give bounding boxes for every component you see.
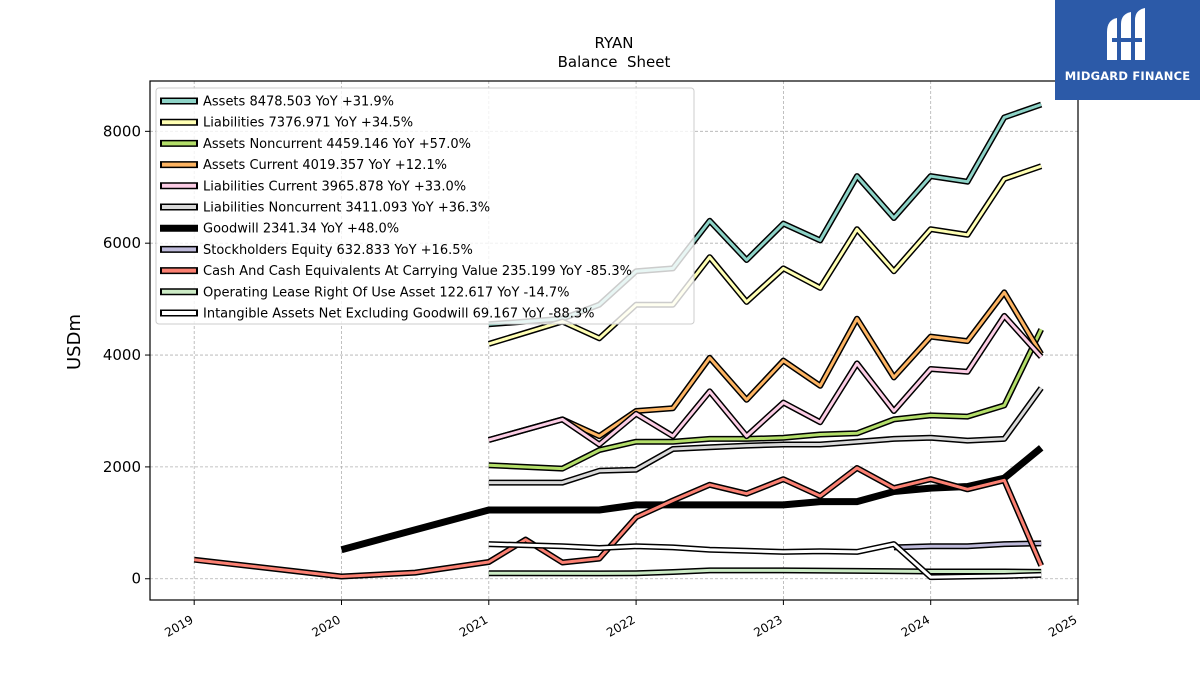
- series-line: [488, 328, 1043, 471]
- series-line-outline: [488, 386, 1044, 486]
- y-tick-label: 8000: [103, 122, 141, 140]
- series-9: [488, 567, 1042, 577]
- legend-label: Liabilities 7376.971 YoY +34.5%: [203, 116, 413, 131]
- legend: Assets 8478.503 YoY +31.9% Liabilities 73…: [155, 87, 695, 325]
- legend-item: Liabilities Noncurrent 3411.093 YoY +36.…: [160, 201, 490, 216]
- series-5: [488, 386, 1044, 486]
- legend-label: Stockholders Equity 632.833 YoY +16.5%: [203, 243, 473, 258]
- legend-item: Assets Noncurrent 4459.146 YoY +57.0%: [160, 137, 471, 152]
- midgard-finance-logo: MIDGARD FINANCE: [1055, 0, 1200, 100]
- series-line: [488, 568, 1042, 575]
- series-line: [488, 542, 1042, 579]
- legend-item: Liabilities 7376.971 YoY +34.5%: [160, 116, 413, 131]
- y-tick-label: 2000: [103, 458, 141, 476]
- legend-label: Assets 8478.503 YoY +31.9%: [203, 95, 394, 110]
- series-3: [487, 289, 1044, 443]
- x-tick-label: 2020: [310, 612, 343, 639]
- series-line: [488, 290, 1043, 442]
- legend-item: Cash And Cash Equivalents At Carrying Va…: [160, 264, 632, 279]
- legend-label: Goodwill 2341.34 YoY +48.0%: [203, 222, 399, 237]
- legend-label: Liabilities Noncurrent 3411.093 YoY +36.…: [203, 201, 490, 216]
- legend-item: Assets Current 4019.357 YoY +12.1%: [160, 158, 447, 173]
- legend-item: Assets 8478.503 YoY +31.9%: [160, 95, 394, 110]
- x-tick-label: 2019: [162, 612, 195, 639]
- y-tick-label: 6000: [103, 234, 141, 252]
- chart-title: RYAN: [595, 34, 634, 52]
- chart-subtitle: Balance Sheet: [558, 53, 671, 71]
- series-8: [193, 465, 1044, 580]
- legend-label: Assets Noncurrent 4459.146 YoY +57.0%: [203, 137, 471, 152]
- x-tick-label: 2024: [899, 612, 932, 639]
- x-tick-label: 2023: [751, 612, 784, 639]
- series-6: [340, 445, 1044, 554]
- series-10: [488, 541, 1042, 581]
- x-tick-label: 2021: [457, 612, 490, 639]
- y-tick-label: 0: [131, 570, 141, 588]
- x-tick-label: 2025: [1046, 612, 1079, 639]
- legend-label: Operating Lease Right Of Use Asset 122.6…: [203, 285, 570, 300]
- legend-label: Liabilities Current 3965.878 YoY +33.0%: [203, 179, 466, 194]
- series-line: [893, 541, 1042, 549]
- legend-item: Intangible Assets Net Excluding Goodwill…: [160, 307, 594, 322]
- legend-item: Goodwill 2341.34 YoY +48.0%: [160, 222, 399, 237]
- series-line: [194, 466, 1043, 578]
- plot-frame: [149, 80, 1079, 601]
- y-tick-label: 4000: [103, 346, 141, 364]
- series-line: [488, 314, 1043, 446]
- series-lines: [193, 101, 1044, 581]
- legend-label: Intangible Assets Net Excluding Goodwill…: [203, 307, 594, 322]
- legend-label: Assets Current 4019.357 YoY +12.1%: [203, 158, 447, 173]
- legend-label: Cash And Cash Equivalents At Carrying Va…: [203, 264, 632, 279]
- legend-box: [155, 87, 695, 325]
- series-line: [488, 164, 1042, 346]
- midgard-m-icon: [1107, 8, 1145, 60]
- series-7: [893, 540, 1042, 551]
- legend-item: Operating Lease Right Of Use Asset 122.6…: [160, 285, 570, 300]
- series-1: [487, 163, 1043, 347]
- series-2: [488, 328, 1044, 472]
- y-axis-label: USDm: [64, 314, 85, 370]
- series-line: [340, 445, 1044, 554]
- series-4: [487, 312, 1044, 448]
- series-line: [488, 387, 1043, 485]
- x-tick-label: 2022: [604, 612, 637, 639]
- legend-item: Liabilities Current 3965.878 YoY +33.0%: [160, 179, 466, 194]
- legend-item: Stockholders Equity 632.833 YoY +16.5%: [160, 243, 473, 258]
- logo-text: MIDGARD FINANCE: [1064, 69, 1191, 83]
